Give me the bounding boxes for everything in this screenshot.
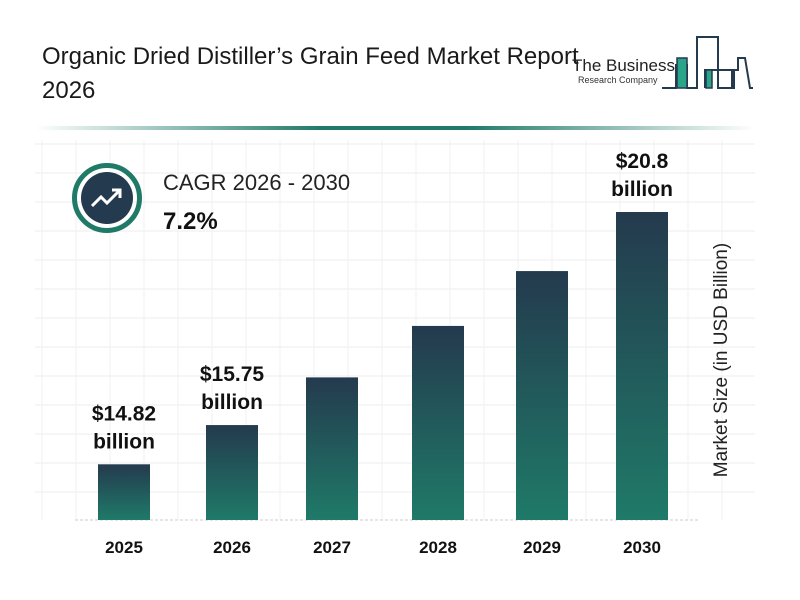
bar-2025 (98, 464, 150, 520)
logo-buildings-icon (662, 36, 753, 89)
x-tick-label: 2028 (419, 538, 457, 557)
x-tick-label: 2030 (623, 538, 661, 557)
bar-2030 (616, 212, 668, 520)
data-label: billion (611, 178, 673, 201)
data-label: $20.8 (616, 150, 669, 173)
logo-text: The Business (572, 56, 675, 75)
cagr-value: 7.2% (163, 208, 218, 235)
bar-2026 (206, 425, 258, 520)
divider (35, 126, 755, 130)
trend-up-icon (90, 188, 122, 208)
data-label: billion (93, 430, 155, 453)
cagr-label: CAGR 2026 - 2030 (163, 170, 351, 195)
x-tick-label: 2029 (523, 538, 561, 557)
bar-2027 (306, 377, 358, 520)
logo-subtext: Research Company (578, 75, 658, 85)
x-tick-label: 2025 (105, 538, 143, 557)
y-axis-label: Market Size (in USD Billion) (711, 242, 732, 478)
data-label: $14.82 (92, 402, 156, 425)
bar-2028 (412, 325, 464, 520)
company-logo: The Business Research Company (570, 30, 755, 95)
data-label: $15.75 (200, 363, 265, 386)
x-tick-label: 2027 (313, 538, 351, 557)
data-label: billion (201, 391, 263, 414)
bar-2029 (516, 271, 568, 520)
cagr-badge (72, 163, 142, 233)
x-tick-label: 2026 (213, 538, 251, 557)
page-title: Organic Dried Distiller’s Grain Feed Mar… (42, 43, 579, 104)
